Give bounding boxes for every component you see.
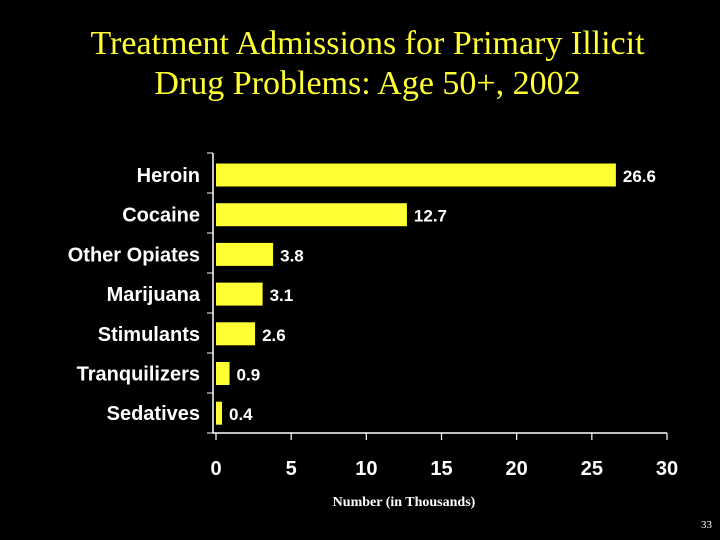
bar-other-opiates [216, 242, 274, 266]
value-label-cocaine: 12.7 [414, 207, 447, 226]
category-label-marijuana: Marijuana [107, 284, 201, 306]
bar-stimulants [216, 322, 256, 346]
x-tick-label-5: 5 [286, 458, 297, 480]
axes-group: 0 5 10 15 20 25 30 [207, 152, 678, 480]
bar-cocaine [216, 203, 407, 227]
category-label-cocaine: Cocaine [122, 205, 200, 227]
value-label-other-opiates: 3.8 [280, 246, 304, 265]
x-tick-label-0: 0 [210, 458, 221, 480]
bar-marijuana [216, 282, 263, 306]
x-tick-label-30: 30 [656, 458, 678, 480]
chart-title-line-2: Drug Problems: Age 50+, 2002 [154, 65, 581, 102]
category-label-heroin: Heroin [137, 165, 200, 187]
bars-group: Heroin 26.6 Cocaine 12.7 Other Opiates 3.8 Mar… [68, 163, 656, 425]
category-label-stimulants: Stimulants [98, 324, 200, 346]
value-label-stimulants: 2.6 [262, 326, 286, 345]
value-label-sedatives: 0.4 [229, 405, 253, 424]
category-label-sedatives: Sedatives [107, 403, 200, 425]
x-tick-label-15: 15 [430, 458, 452, 480]
category-label-tranquilizers: Tranquilizers [77, 364, 200, 386]
chart-title-line-1: Treatment Admissions for Primary Illicit [90, 25, 645, 62]
bar-sedatives [216, 401, 223, 425]
category-label-other-opiates: Other Opiates [68, 244, 200, 266]
x-tick-label-20: 20 [506, 458, 528, 480]
page-number: 33 [701, 519, 712, 531]
value-label-marijuana: 3.1 [270, 286, 294, 305]
x-tick-label-10: 10 [355, 458, 377, 480]
x-axis-label: Number (in Thousands) [332, 495, 476, 510]
value-label-tranquilizers: 0.9 [237, 366, 261, 385]
bar-heroin [216, 163, 616, 187]
value-label-heroin: 26.6 [623, 167, 656, 186]
bar-tranquilizers [216, 362, 230, 385]
x-tick-label-25: 25 [581, 458, 603, 480]
chart-title: Treatment Admissions for Primary Illicit… [0, 24, 720, 104]
